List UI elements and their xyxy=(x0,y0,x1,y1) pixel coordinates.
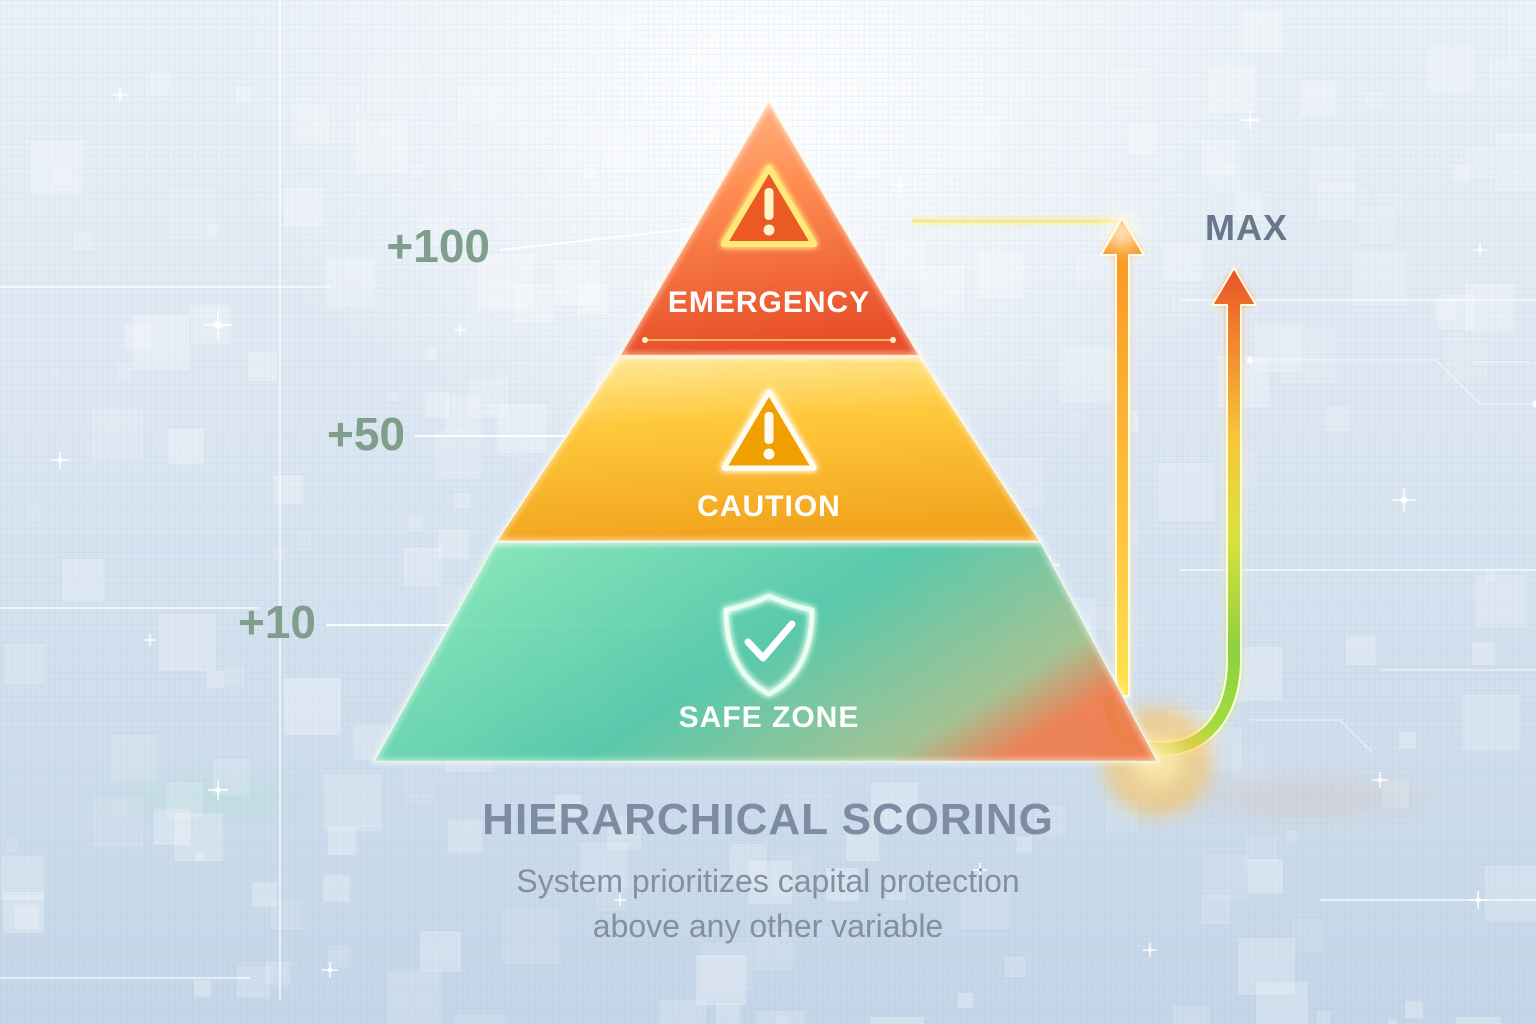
svg-text:+10: +10 xyxy=(238,596,316,648)
svg-text:SAFE ZONE: SAFE ZONE xyxy=(679,701,860,734)
svg-text:CAUTION: CAUTION xyxy=(697,490,841,523)
svg-text:EMERGENCY: EMERGENCY xyxy=(668,286,870,319)
svg-text:MAX: MAX xyxy=(1205,207,1288,248)
svg-text:+100: +100 xyxy=(386,220,490,272)
svg-text:+50: +50 xyxy=(327,408,405,460)
